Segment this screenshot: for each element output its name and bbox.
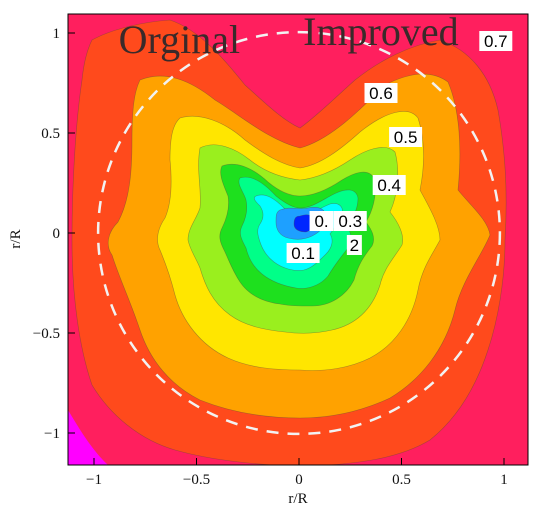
contour-label-box [364,83,398,103]
contour-labels: 0.7 0.6 0.5 0.4 0.3 0. 2 0.1 [286,31,513,263]
x-tick-label: 1 [500,472,508,488]
plot-frame [67,13,529,466]
contour-label: 2 [346,235,362,255]
contour-label-box [346,235,362,255]
x-axis: −1 −0.5 0 0.5 1 [86,458,508,488]
contour-label-box [372,175,406,195]
y-tick-label: 0.5 [41,126,60,142]
contour-label-text: 0.6 [369,84,393,103]
y-axis-label: r/R [8,229,24,248]
contour-label-text: 0.7 [484,32,508,51]
contour-label-text: 0.1 [291,244,315,263]
contour-label: 0.4 [372,175,406,195]
contour-label: 0.3 [333,211,367,231]
x-tick-label: −0.5 [183,472,210,488]
reference-circle [96,30,502,436]
contour-label-box [479,31,513,51]
contour-label-box [333,211,367,231]
contour-label: 0.1 [286,243,320,263]
contour-label: 0.7 [479,31,513,51]
x-axis-label: r/R [288,491,307,507]
contour-label-text: 0. [314,212,328,231]
contour-label: 0. [309,211,334,231]
improved-label: Improved [303,9,459,54]
y-tick-label: 0 [53,226,61,242]
x-tick-label: −1 [86,472,102,488]
y-tick-label: −1 [44,426,60,442]
annotations: Orginal Improved [119,9,459,62]
y-tick-label: −0.5 [33,326,60,342]
contour-label: 0.5 [389,127,423,147]
original-label: Orginal [119,17,240,62]
contour-label-box [286,243,320,263]
plot-area [68,14,528,465]
y-axis: 1 0.5 0 −0.5 −1 [33,26,75,442]
contour-label-text: 0.3 [338,212,362,231]
x-tick-label: 0.5 [392,472,411,488]
corner-region [68,410,108,465]
contour-label-box [389,127,423,147]
contour-label: 0.6 [364,83,398,103]
contour-label-box [309,211,334,231]
y-tick-label: 1 [53,26,61,42]
contour-label-text: 0.4 [377,176,401,195]
x-tick-label: 0 [295,472,303,488]
contour-label-text: 2 [350,236,359,255]
contour-label-text: 0.5 [394,128,418,147]
